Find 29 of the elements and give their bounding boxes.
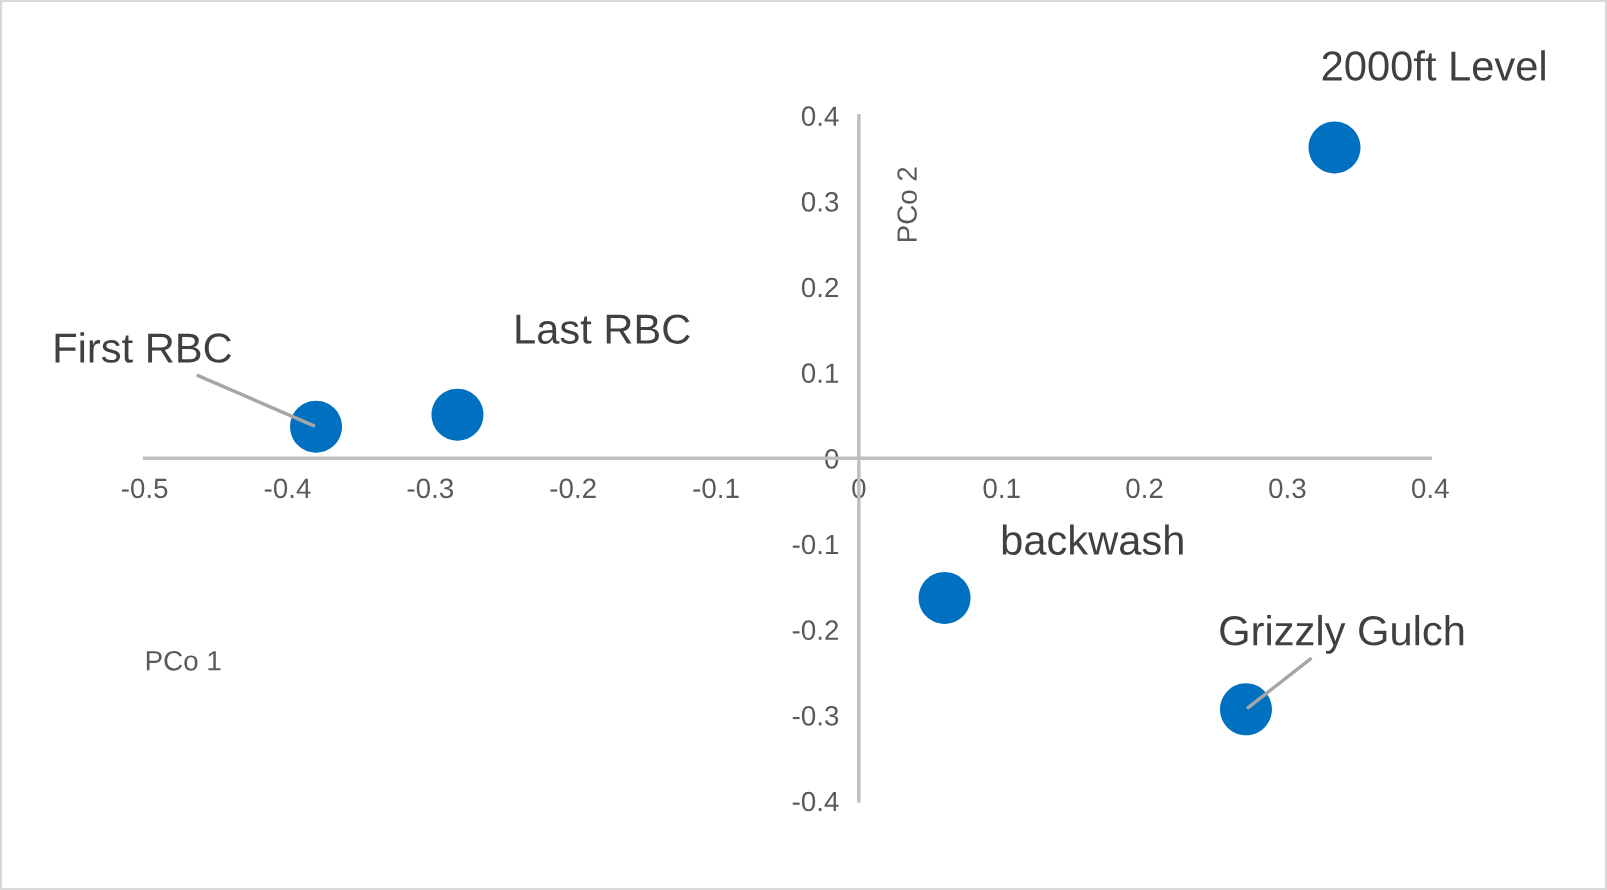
annotation: Last RBC bbox=[516, 314, 690, 344]
y-tick-label: 0.4 bbox=[801, 106, 839, 127]
annotation: backwash bbox=[1002, 524, 1183, 556]
y-tick-label: -0.1 bbox=[792, 534, 839, 555]
point bbox=[431, 388, 484, 441]
x-tick-label: 0.1 bbox=[983, 478, 1020, 499]
y-tick-label: 0.3 bbox=[801, 192, 839, 212]
y-tick-label: -0.2 bbox=[792, 620, 839, 641]
x-tick-label: -0.1 bbox=[693, 478, 739, 499]
x-tick-label: -0.3 bbox=[407, 478, 454, 499]
x-tick-label: 0.3 bbox=[1269, 478, 1306, 499]
annotation: 2000ft Level bbox=[1322, 50, 1545, 81]
x-tick-label: -0.2 bbox=[550, 478, 596, 499]
x-tick-label: 0.4 bbox=[1412, 478, 1449, 499]
point bbox=[918, 572, 971, 624]
point bbox=[290, 400, 343, 453]
y-axis-title: PCo 2 bbox=[897, 167, 917, 242]
y-tick-label: -0.3 bbox=[792, 706, 839, 726]
x-tick-label: -0.5 bbox=[121, 478, 168, 499]
x-axis-title: PCo 1 bbox=[146, 650, 221, 671]
y-tick-label: 0.1 bbox=[801, 363, 839, 384]
x-tick-label: -0.4 bbox=[264, 478, 311, 499]
point bbox=[1308, 121, 1361, 174]
y-tick-label: -0.4 bbox=[792, 791, 839, 812]
annotation: Grizzly Gulch bbox=[1220, 614, 1464, 654]
x-tick-label: 0.2 bbox=[1126, 478, 1163, 499]
point bbox=[1219, 683, 1272, 736]
annotation: First RBC bbox=[55, 332, 232, 363]
y-tick-label: 0.2 bbox=[801, 277, 839, 298]
